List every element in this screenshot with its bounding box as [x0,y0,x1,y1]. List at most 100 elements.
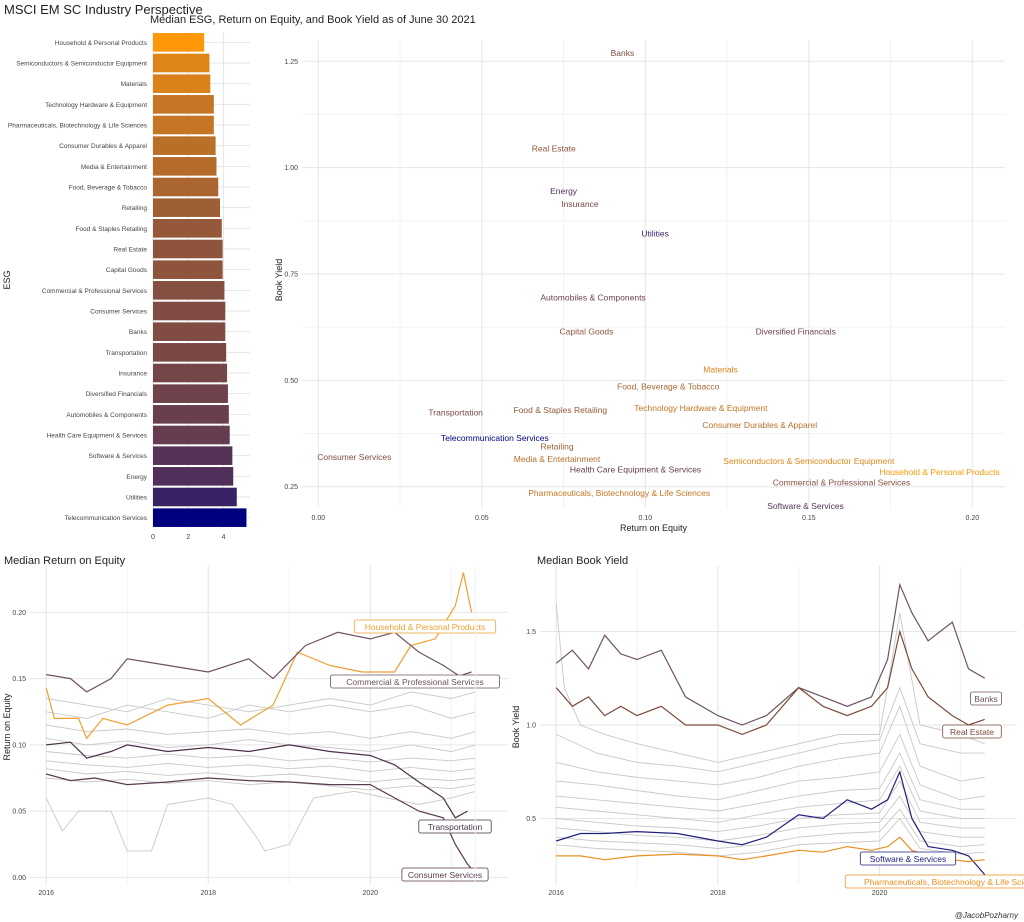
by-line-series-label-box [859,851,957,866]
esg-x-tick-label: 4 [222,534,226,541]
esg-bar [153,198,221,217]
esg-bar [153,260,223,279]
roe-line-series-label: Household & Personal Products [365,622,486,632]
by-line-y-axis-label: Book Yield [511,706,521,749]
roe-line-y-tick-label: 0.00 [12,875,26,882]
by-line-series-line [556,765,985,823]
esg-bar [153,74,211,93]
esg-category-label: Materials [121,81,148,88]
by-line-series-line [556,817,985,857]
scatter-point-label: Health Care Equipment & Services [570,465,701,475]
esg-category-label: Pharmaceuticals, Biotechnology & Life Sc… [8,123,148,130]
roe-line-x-tick-label: 2020 [362,890,378,897]
by-line-series-line [556,780,985,833]
by-line-series-line [555,603,985,763]
esg-category-label: Media & Entertainment [81,164,147,171]
esg-category-label: Banks [129,329,148,336]
roe-line-series-line [46,737,476,752]
roe-line-y-tick-label: 0.05 [12,809,26,816]
roe-line-series-label: Commercial & Professional Services [346,677,483,687]
scatter-y-axis-label: Book Yield [274,259,284,302]
by-line-x-tick-label: 2018 [710,890,726,897]
esg-category-label: Capital Goods [106,267,148,274]
esg-bar [153,384,228,403]
by-line-series-line-highlight [555,582,985,726]
scatter-y-tick-label: 0.50 [284,378,298,385]
roe-line-series-line-highlight [46,773,477,874]
scatter-point-label: Consumer Durables & Apparel [702,420,817,430]
scatter-x-axis-label: Return on Equity [620,523,688,533]
roe-line-series-line [46,768,476,783]
roe-line-y-tick-label: 0.10 [12,742,26,749]
scatter-point-label: Capital Goods [560,326,614,336]
esg-category-label: Food, Beverage & Tobacco [69,185,148,192]
esg-category-label: Commercial & Professional Services [42,288,148,295]
roe-line-series-line [46,751,476,763]
by-line-y-tick-label: 1.0 [526,723,536,730]
esg-category-label: Technology Hardware & Equipment [45,102,147,109]
scatter-y-tick-label: 1.00 [284,165,298,172]
scatter-x-tick-label: 0.10 [639,515,653,522]
scatter-point-label: Transportation [428,407,483,417]
esg-bar [153,177,219,197]
roe-line-series-label-box [353,619,497,634]
scatter-point-label: Telecommunication Services [441,433,549,443]
esg-category-label: Food & Staples Retailing [75,226,147,233]
by-line-series-label: Real Estate [950,727,994,737]
esg-category-label: Software & Services [88,453,147,460]
by-line-series-label: Software & Services [870,854,947,864]
scatter-x-tick-label: 0.15 [802,515,816,522]
roe-line-y-tick-label: 0.15 [12,676,26,683]
esg-bar [153,487,237,507]
by-line-series-line [556,733,985,801]
by-line-series-line [556,705,985,786]
esg-bar [153,508,247,527]
by-line-y-tick-label: 0.5 [526,816,536,823]
scatter-point-label: Utilities [641,229,668,239]
scatter-point-label: Technology Hardware & Equipment [634,403,768,413]
roe-line-series-line-highlight [46,631,472,693]
esg-category-label: Energy [126,474,147,481]
roe-line-series-label-box [401,867,489,882]
scatter-point-label: Media & Entertainment [514,454,601,464]
by-line-series-label-box [844,874,1024,889]
esg-category-label: Household & Personal Products [55,40,148,47]
roe-line-x-tick-label: 2018 [200,890,216,897]
esg-x-tick-label: 0 [151,534,155,541]
scatter-point-label: Household & Personal Products [879,467,1000,477]
scatter-point-label: Food & Staples Retailing [514,405,608,415]
esg-chart-title: Median ESG, Return on Equity, and Book Y… [150,14,476,26]
esg-bar [153,301,226,321]
scatter-point-label: Materials [703,365,737,375]
by-line-series-line-highlight [555,629,985,736]
roe-line-y-tick-label: 0.20 [12,610,26,617]
esg-y-axis-label: ESG [2,270,12,289]
esg-category-label: Diversified Financials [86,391,148,398]
esg-category-label: Retailing [122,205,148,212]
scatter-point-label: Real Estate [532,143,576,153]
roe-line-series-line-highlight [46,741,468,819]
esg-bar [153,219,222,238]
scatter-point-label: Insurance [561,199,599,209]
esg-category-label: Consumer Services [90,309,147,316]
esg-x-tick-label: 2 [186,534,190,541]
by-line-series-line [556,686,985,773]
esg-bar [153,363,228,383]
by-line-series-label: Pharmaceuticals, Biotechnology & Life Sc… [864,877,1024,887]
roe-line-series-line [45,790,476,852]
roe-line-series-label: Transportation [428,822,483,832]
by-line-series-line [556,752,985,812]
scatter-y-tick-label: 1.25 [284,59,298,66]
esg-category-label: Insurance [118,371,147,378]
by-line-series-line-highlight [556,769,986,875]
esg-bar [153,53,210,73]
scatter-point-label: Pharmaceuticals, Biotechnology & Life Sc… [528,488,710,498]
scatter-point-label: Semiconductors & Semiconductor Equipment [723,456,895,466]
roe-line-series-line [46,724,476,739]
roe-line-series-line [46,760,476,772]
esg-category-label: Real Estate [113,247,147,254]
esg-bar [153,115,214,135]
esg-bar [153,467,234,486]
esg-bar [153,405,229,424]
